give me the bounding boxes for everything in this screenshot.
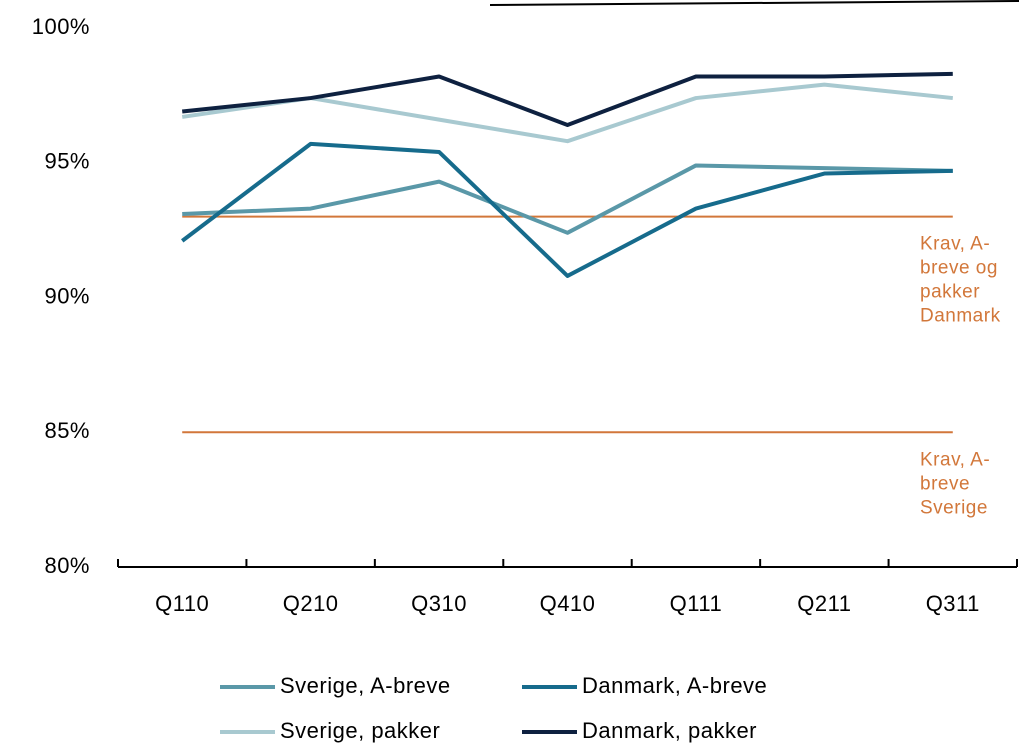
x-tick-label: Q310 <box>411 591 467 616</box>
reference-label: pakker <box>920 282 980 303</box>
x-tick-label: Q111 <box>670 591 723 616</box>
y-tick-label: 80% <box>44 553 90 578</box>
legend-label: Danmark, pakker <box>582 718 757 743</box>
x-tick-label: Q210 <box>283 591 339 616</box>
decoration-line <box>489 0 1019 6</box>
reference-label: Krav, A- <box>920 234 990 255</box>
series-line <box>182 71 953 128</box>
x-tick-label: Q410 <box>540 591 596 616</box>
y-tick-label: 85% <box>44 418 90 443</box>
y-tick-label: 100% <box>32 14 90 39</box>
series-line <box>181 82 953 144</box>
legend-label: Danmark, A-breve <box>582 673 767 698</box>
x-tick-label: Q311 <box>926 591 980 616</box>
reference-label: breve og <box>920 258 998 279</box>
x-tick-label: Q110 <box>155 591 209 616</box>
reference-label: Sverige <box>920 497 988 518</box>
y-tick-label: 95% <box>44 149 90 174</box>
x-tick-label: Q211 <box>797 591 851 616</box>
reference-label: breve <box>920 473 970 494</box>
series-line <box>181 141 953 278</box>
series-line <box>182 163 953 235</box>
legend-label: Sverige, pakker <box>280 718 440 743</box>
y-tick-label: 90% <box>44 283 90 308</box>
reference-label: Krav, A- <box>920 449 990 470</box>
reference-label: Danmark <box>920 306 1001 327</box>
legend-label: Sverige, A-breve <box>280 673 451 698</box>
